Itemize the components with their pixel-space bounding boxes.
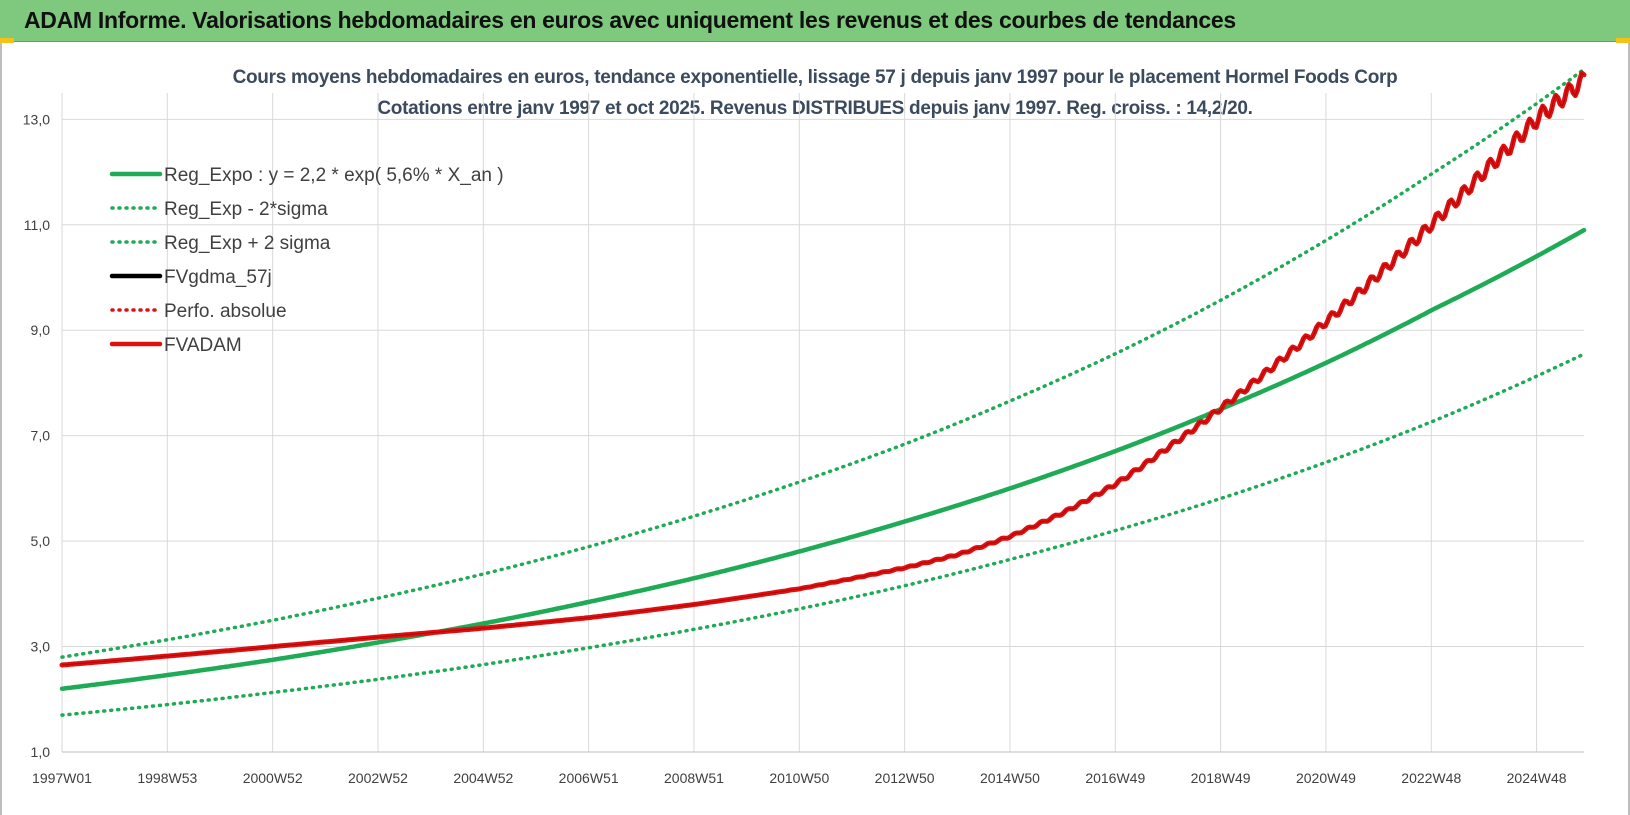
series-line-reg-exp-2-sigma [60,352,1586,717]
x-tick-label: 2002W52 [348,770,408,786]
x-tick-label: 2012W50 [875,770,935,786]
y-tick-label: 1,0 [31,744,51,760]
y-tick-label: 7,0 [31,428,51,444]
legend-label: Reg_Exp - 2*sigma [164,199,328,220]
x-tick-label: 2006W51 [559,770,619,786]
x-tick-label: 2014W50 [980,770,1040,786]
chart-frame [0,42,1630,815]
y-tick-label: 9,0 [31,322,51,338]
x-tick-label: 2000W52 [243,770,303,786]
grid-layer [61,93,1584,753]
x-tick-label: 2020W49 [1296,770,1356,786]
series-line-fvadam [59,70,1587,668]
series-line-fvadam-outline [61,72,1585,666]
x-tick-label: 2008W51 [664,770,724,786]
series-layer [59,67,1587,717]
x-tick-label: 2016W49 [1085,770,1145,786]
legend-layer: Reg_Expo : y = 2,2 * exp( 5,6% * X_an ) R… [109,165,504,356]
series-line-reg-exp-2-sigma [60,67,1586,659]
x-tick-label: 1998W53 [137,770,197,786]
legend-label: Reg_Exp + 2 sigma [164,233,331,254]
header-banner: ADAM Informe. Valorisations hebdomadaire… [0,0,1630,42]
x-tick-label: 2010W50 [769,770,829,786]
y-tick-label: 11,0 [24,217,50,233]
x-tick-label: 1997W01 [32,770,92,786]
header-title: ADAM Informe. Valorisations hebdomadaire… [24,7,1236,33]
corner-marker-right [1616,38,1630,43]
y-tick-label: 13,0 [23,111,50,127]
axis-layer: 1,0 3,0 5,0 7,0 9,0 11,0 13,0 1997W01 1998W53 200… [23,111,1584,786]
chart-title-line1: Cours moyens hebdomadaires en euros, ten… [232,67,1398,88]
x-tick-label: 2022W48 [1401,770,1461,786]
series-line-reg-expo-y-2-2-exp-5-6-x-an [59,227,1587,691]
chart-title-line2: Cotations entre janv 1997 et oct 2025. R… [377,98,1253,119]
corner-marker-left [0,38,14,43]
legend-label: FVgdma_57j [164,267,272,288]
x-tick-label: 2018W49 [1191,770,1251,786]
y-tick-label: 3,0 [31,639,51,655]
legend-label: FVADAM [164,335,242,356]
x-tick-label: 2004W52 [453,770,513,786]
y-tick-label: 5,0 [31,533,51,549]
legend-label: Perfo. absolue [164,301,287,322]
x-tick-label: 2024W48 [1507,770,1567,786]
legend-label: Reg_Expo : y = 2,2 * exp( 5,6% * X_an ) [164,165,504,186]
